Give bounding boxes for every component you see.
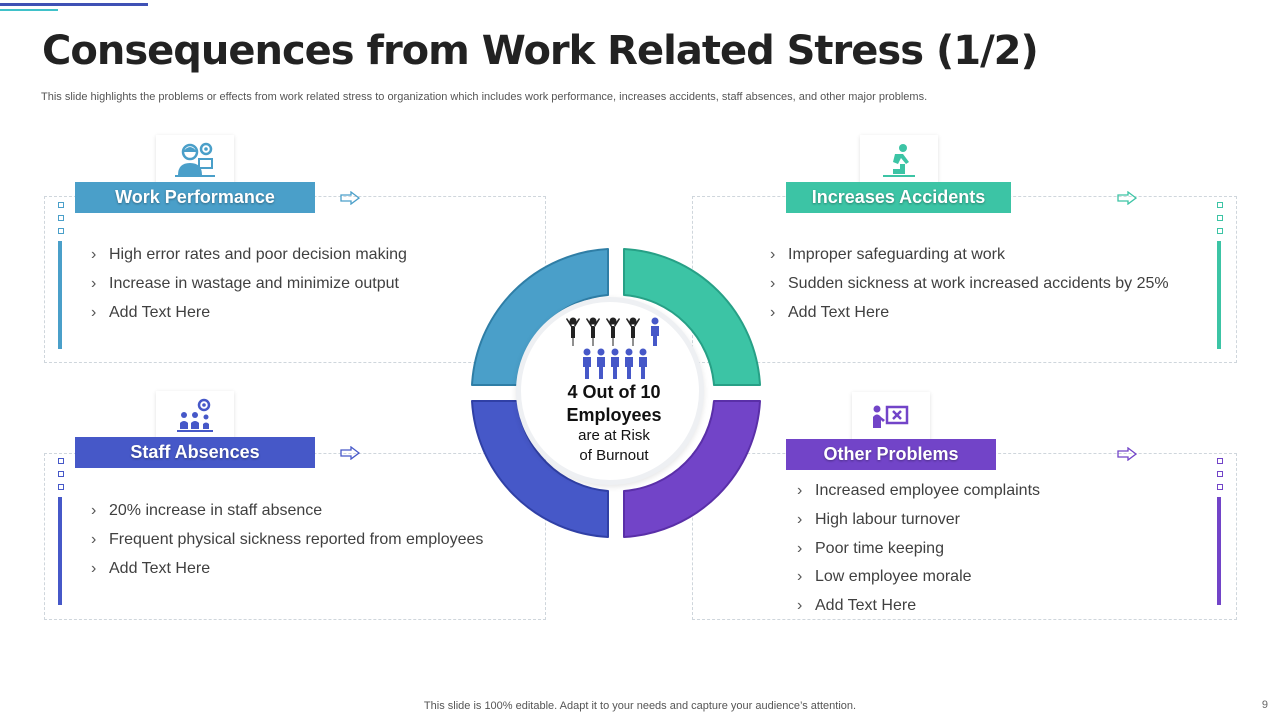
arrow-right-icon — [340, 446, 360, 460]
team-settings-icon — [177, 398, 213, 432]
list-item: Add Text Here — [91, 559, 483, 588]
staff-absences-list: 20% increase in staff absence Frequent p… — [91, 501, 483, 587]
work-performance-label: Work Performance — [75, 182, 315, 213]
ring-segment-increases-accidents — [623, 248, 761, 386]
other-problems-list: Increased employee complaints High labou… — [797, 481, 1040, 625]
arrow-right-icon — [1117, 447, 1137, 461]
list-item: Low employee morale — [797, 567, 1040, 596]
ring-segment-other-problems — [623, 400, 761, 538]
slide-subtitle: This slide highlights the problems or ef… — [41, 91, 928, 103]
increases-accidents-deco — [1217, 202, 1223, 349]
slide-title: Consequences from Work Related Stress (1… — [42, 28, 1039, 74]
center-stat: 4 Out of 10 — [567, 382, 661, 402]
top-accent-bar-secondary — [0, 9, 58, 11]
staff-absences-deco — [58, 458, 64, 605]
staff-absences-icon-tile — [156, 391, 234, 441]
increases-accidents-icon-tile — [860, 135, 938, 185]
arrow-right-icon — [340, 191, 360, 205]
center-hub — [516, 297, 704, 485]
falling-on-stairs-icon — [883, 144, 915, 177]
increases-accidents-label: Increases Accidents — [786, 182, 1011, 213]
center-caption-line1: are at Risk — [578, 427, 650, 444]
center-ring-diagram — [471, 248, 761, 538]
list-item: Increased employee complaints — [797, 481, 1040, 510]
list-item: High error rates and poor decision makin… — [91, 245, 407, 274]
people-group-icon — [566, 317, 659, 379]
staff-absences-label: Staff Absences — [75, 437, 315, 468]
presentation-error-icon — [873, 405, 909, 428]
increases-accidents-list: Improper safeguarding at work Sudden sic… — [770, 245, 1169, 331]
center-stat-employees: Employees — [566, 405, 662, 425]
work-performance-icon-tile — [156, 135, 234, 185]
list-item: Improper safeguarding at work — [770, 245, 1169, 274]
page-number: 9 — [1261, 699, 1268, 711]
list-item: Poor time keeping — [797, 539, 1040, 568]
list-item: Add Text Here — [770, 303, 1169, 332]
other-problems-deco — [1217, 458, 1223, 605]
list-item: 20% increase in staff absence — [91, 501, 483, 530]
list-item: High labour turnover — [797, 510, 1040, 539]
other-problems-label: Other Problems — [786, 439, 996, 470]
list-item: Add Text Here — [797, 596, 1040, 625]
center-caption-line2: of Burnout — [579, 447, 649, 464]
work-performance-deco — [58, 202, 64, 349]
work-performance-list: High error rates and poor decision makin… — [91, 245, 407, 331]
stressed-worker-icon — [175, 142, 215, 177]
list-item: Sudden sickness at work increased accide… — [770, 274, 1169, 303]
top-accent-bar — [0, 3, 148, 6]
list-item: Frequent physical sickness reported from… — [91, 530, 483, 559]
other-problems-icon-tile — [852, 392, 930, 442]
arrow-right-icon — [1117, 191, 1137, 205]
footer-note: This slide is 100% editable. Adapt it to… — [423, 700, 857, 712]
list-item: Increase in wastage and minimize output — [91, 274, 407, 303]
list-item: Add Text Here — [91, 303, 407, 332]
